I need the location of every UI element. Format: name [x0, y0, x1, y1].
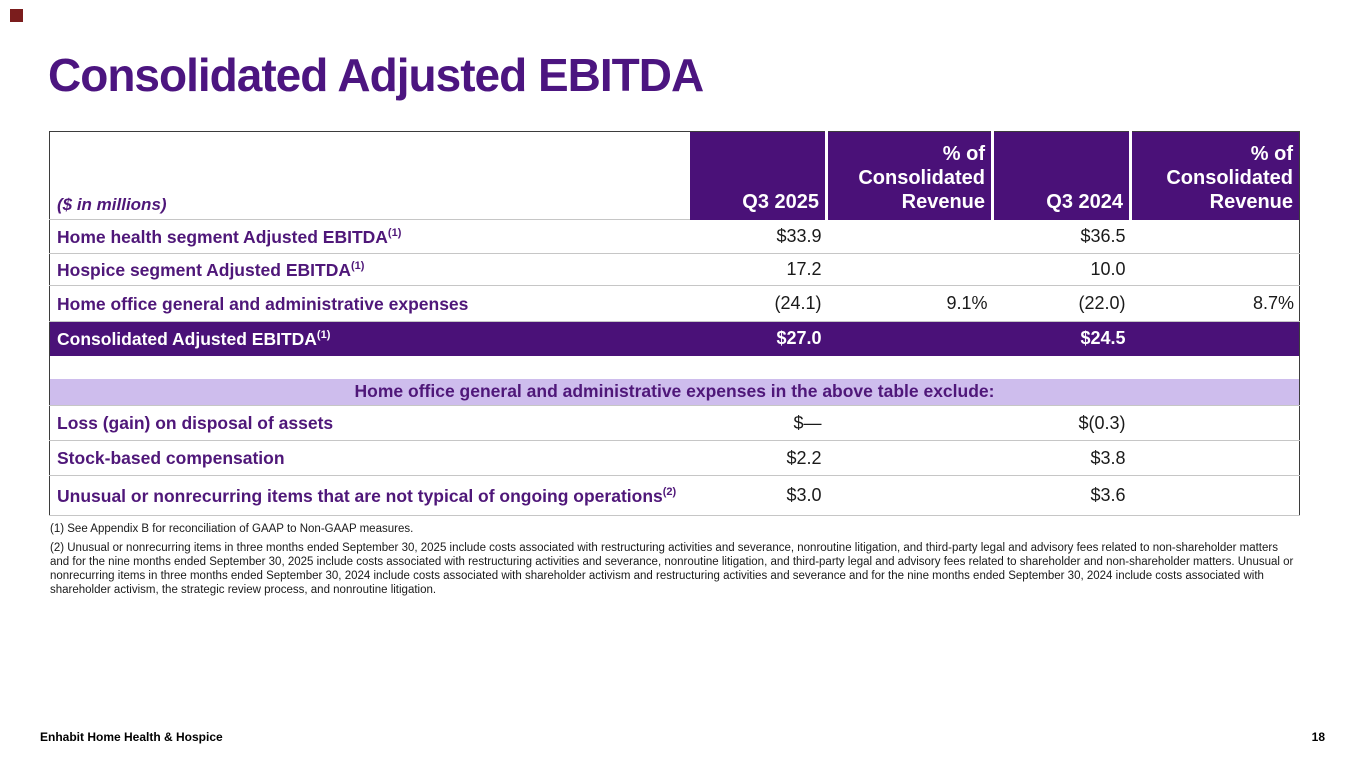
page-number: 18: [1311, 730, 1325, 744]
value-pct-2024: 8.7%: [1130, 285, 1300, 322]
value-q3-2025: (24.1): [689, 285, 827, 322]
value-pct-2024: [1130, 475, 1300, 516]
column-header-pct-revenue-2024: % of Consolidated Revenue: [1130, 131, 1300, 220]
unit-label-cell: ($ in millions): [49, 131, 690, 220]
slide-accent-marker: [10, 9, 23, 22]
value-q3-2025: 17.2: [689, 253, 827, 286]
value-pct-2024: [1130, 219, 1300, 254]
footnote-ref: (2): [662, 485, 677, 498]
footnote-ref: (1): [316, 328, 331, 341]
value-q3-2024: $36.5: [992, 219, 1131, 254]
spacer-row: [49, 355, 1300, 379]
value-q3-2025: $33.9: [689, 219, 827, 254]
page-title: Consolidated Adjusted EBITDA: [48, 49, 704, 101]
exclusions-banner-row: Home office general and administrative e…: [49, 378, 1300, 406]
exclusions-banner-text: Home office general and administrative e…: [49, 378, 1300, 406]
value-pct-2025: [826, 405, 993, 441]
table-row: Hospice segment Adjusted EBITDA(1) 17.2 …: [49, 253, 1300, 286]
value-pct-2025: 9.1%: [826, 285, 993, 322]
footnote-ref: (1): [350, 259, 365, 272]
value-pct-2025: [826, 219, 993, 254]
footnote-1: (1) See Appendix B for reconciliation of…: [50, 523, 414, 535]
value-pct-2024: [1130, 405, 1300, 441]
value-pct-2025: [826, 253, 993, 286]
row-label: Home office general and administrative e…: [49, 285, 690, 322]
table-row: Loss (gain) on disposal of assets $— $(0…: [49, 405, 1300, 441]
table-row: Unusual or nonrecurring items that are n…: [49, 475, 1300, 516]
value-q3-2024: (22.0): [992, 285, 1131, 322]
value-q3-2025: $27.0: [689, 321, 827, 356]
column-header-pct-revenue-2025: % of Consolidated Revenue: [826, 131, 994, 220]
table-row: Stock-based compensation $2.2 $3.8: [49, 440, 1300, 476]
value-pct-2024: [1130, 321, 1300, 356]
value-pct-2025: [826, 475, 993, 516]
value-pct-2024: [1130, 253, 1300, 286]
footnote-ref: (1): [387, 226, 402, 239]
column-header-q3-2025: Q3 2025: [689, 131, 828, 220]
footer-brand: Enhabit Home Health & Hospice: [40, 730, 223, 744]
table-row: Home office general and administrative e…: [49, 285, 1300, 322]
row-label: Consolidated Adjusted EBITDA(1): [49, 321, 690, 356]
table-row: Home health segment Adjusted EBITDA(1) $…: [49, 219, 1300, 254]
row-label: Home health segment Adjusted EBITDA(1): [49, 219, 690, 254]
value-q3-2024: $(0.3): [992, 405, 1131, 441]
row-label: Stock-based compensation: [49, 440, 690, 476]
value-pct-2025: [826, 440, 993, 476]
value-q3-2025: $3.0: [689, 475, 827, 516]
value-q3-2024: $24.5: [992, 321, 1131, 356]
table-header-row: ($ in millions) Q3 2025 % of Consolidate…: [49, 131, 1300, 220]
consolidated-total-row: Consolidated Adjusted EBITDA(1) $27.0 $2…: [49, 321, 1300, 356]
row-label: Hospice segment Adjusted EBITDA(1): [49, 253, 690, 286]
value-q3-2024: $3.6: [992, 475, 1131, 516]
slide-footer: Enhabit Home Health & Hospice 18: [40, 730, 1325, 744]
unit-label: ($ in millions): [57, 195, 167, 214]
footnotes: (1) See Appendix B for reconciliation of…: [50, 522, 1296, 597]
footnote-2: (2) Unusual or nonrecurring items in thr…: [50, 542, 1294, 596]
row-label: Unusual or nonrecurring items that are n…: [49, 475, 690, 516]
column-header-q3-2024: Q3 2024: [992, 131, 1132, 220]
value-q3-2025: $—: [689, 405, 827, 441]
row-label: Loss (gain) on disposal of assets: [49, 405, 690, 441]
value-q3-2024: 10.0: [992, 253, 1131, 286]
value-q3-2024: $3.8: [992, 440, 1131, 476]
ebitda-table: ($ in millions) Q3 2025 % of Consolidate…: [49, 131, 1300, 516]
value-pct-2024: [1130, 440, 1300, 476]
value-pct-2025: [826, 321, 993, 356]
value-q3-2025: $2.2: [689, 440, 827, 476]
